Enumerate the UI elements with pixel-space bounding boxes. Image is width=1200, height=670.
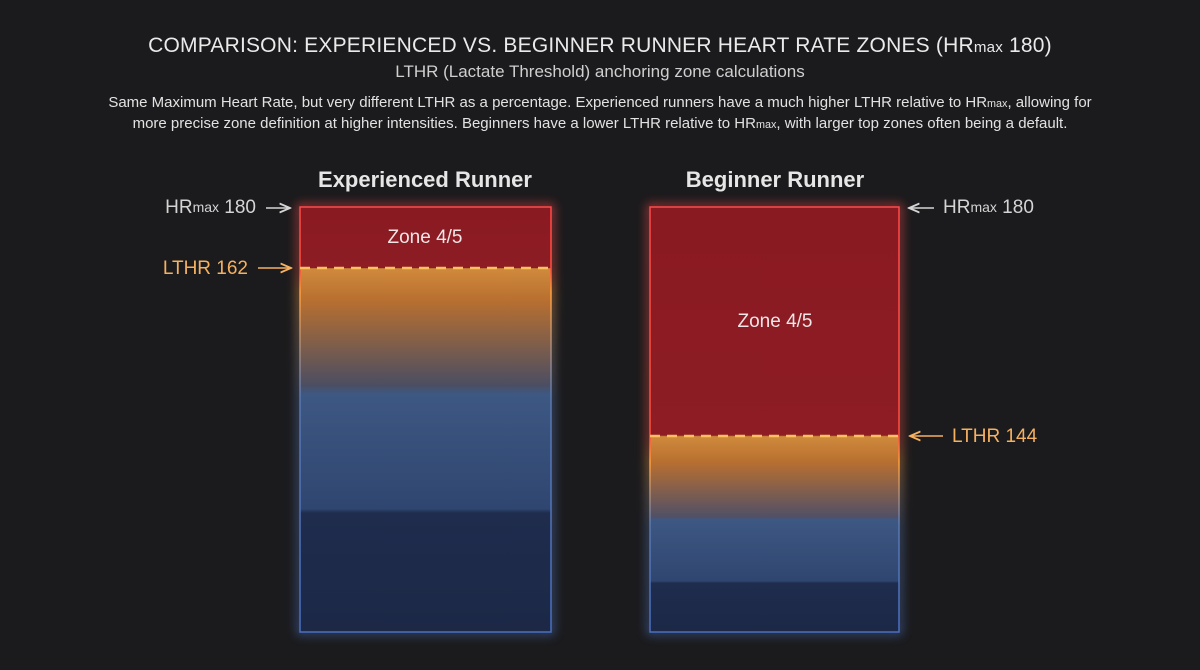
zone-label: Zone 4/5 — [738, 311, 813, 332]
desc-text: , with larger top zones often being a de… — [776, 115, 1068, 132]
hrmax-label: HRmax 180 — [943, 197, 1034, 218]
desc-sub: max — [987, 98, 1008, 110]
panel-title: Experienced Runner — [318, 167, 532, 192]
label-sub: max — [970, 199, 996, 215]
zone-bar — [299, 206, 552, 633]
panel-title: Beginner Runner — [686, 167, 865, 192]
title: COMPARISON: EXPERIENCED VS. BEGINNER RUN… — [0, 34, 1200, 58]
title-sub: max — [973, 39, 1003, 56]
hrmax-label: HRmax 180 — [165, 197, 256, 218]
subtitle: LTHR (Lactate Threshold) anchoring zone … — [395, 62, 805, 81]
title-text: COMPARISON: EXPERIENCED VS. BEGINNER RUN… — [148, 34, 974, 57]
label-sub: max — [193, 199, 219, 215]
label-text: HR — [943, 197, 970, 218]
zone-bar — [649, 206, 900, 633]
label-text: HR — [165, 197, 192, 218]
lthr-label: LTHR 144 — [952, 426, 1038, 447]
description: Same Maximum Heart Rate, but very differ… — [95, 93, 1105, 135]
zone-label: Zone 4/5 — [388, 227, 463, 248]
desc-sub: max — [755, 119, 777, 131]
title-text: 180) — [1002, 34, 1052, 57]
label-text: 180 — [219, 197, 256, 218]
lthr-label: LTHR 162 — [163, 258, 248, 279]
desc-text: , allowing for more precise zone definit… — [132, 94, 1092, 132]
desc-text: Same Maximum Heart Rate, but very differ… — [108, 94, 988, 111]
label-text: 180 — [997, 197, 1034, 218]
